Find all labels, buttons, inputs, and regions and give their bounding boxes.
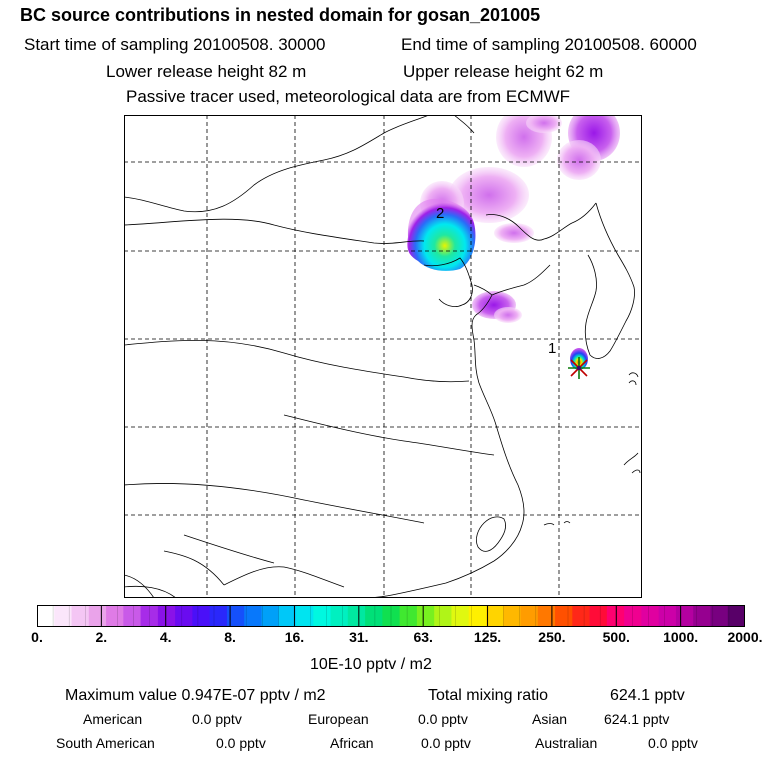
colorbar-swatch — [261, 605, 280, 627]
colorbar-swatch — [209, 605, 228, 627]
colorbar-swatch — [106, 605, 124, 627]
end-time-label: End time of sampling 20100508. 60000 — [401, 35, 697, 54]
colorbar-swatch — [416, 605, 435, 627]
colorbar-swatch — [71, 605, 90, 627]
marker-2: 2 — [436, 205, 444, 222]
colorbar-tick-label: 1000. — [663, 629, 699, 645]
colorbar-swatch — [434, 605, 453, 627]
region-value-african: 0.0 pptv — [421, 735, 471, 751]
colorbar-swatch — [675, 605, 694, 627]
colorbar-swatch — [347, 605, 366, 627]
colorbar-swatch — [296, 605, 314, 627]
upper-release-height-label: Upper release height 62 m — [403, 62, 604, 81]
colorbar-tick-label: 125. — [473, 629, 502, 645]
colorbar-swatch — [589, 605, 608, 627]
total-mixing-ratio-value: 624.1 pptv — [610, 687, 685, 704]
colorbar-swatch — [727, 605, 745, 627]
region-name-australian: Australian — [535, 735, 598, 751]
colorbar-tick-label: 4. — [159, 629, 172, 645]
region-value-european: 0.0 pptv — [418, 711, 468, 727]
colorbar-tick-label: 250. — [538, 629, 566, 645]
colorbar-tick-label: 500. — [602, 629, 630, 645]
colorbar-swatch — [278, 605, 297, 627]
colorbar-swatch — [641, 605, 660, 627]
colorbar-swatch — [88, 605, 107, 627]
marker-1: 1 — [548, 340, 556, 357]
colorbar-swatch — [54, 605, 73, 627]
colorbar-swatch — [624, 605, 642, 627]
colorbar-tick-label: 0. — [31, 629, 43, 645]
colorbar-swatch — [37, 605, 55, 627]
total-mixing-ratio-label: Total mixing ratio — [428, 687, 549, 704]
lower-release-height-label: Lower release height 82 m — [106, 62, 307, 81]
colorbar-swatch — [244, 605, 263, 627]
colorbar-tick-label: 16. — [284, 629, 305, 645]
maximum-value: Maximum value 0.947E-07 pptv / m2 — [65, 687, 326, 704]
colorbar-swatch — [140, 605, 159, 627]
colorbar-swatch — [572, 605, 591, 627]
tracer-note: Passive tracer used, meteorological data… — [126, 87, 571, 106]
colorbar-swatch — [157, 605, 176, 627]
start-time-label: Start time of sampling 20100508. 30000 — [24, 35, 326, 54]
colorbar-swatch — [537, 605, 556, 627]
colorbar-swatch — [175, 605, 194, 627]
colorbar-swatch — [192, 605, 211, 627]
colorbar-units: 10E-10 pptv / m2 — [310, 656, 432, 673]
region-name-african: African — [330, 735, 374, 751]
region-name-south-american: South American — [56, 735, 155, 751]
colorbar-tick-label: 2. — [95, 629, 108, 645]
colorbar-swatch — [330, 605, 349, 627]
region-name-american: American — [83, 711, 143, 727]
region-name-european: European — [308, 711, 369, 727]
region-value-asian: 624.1 pptv — [604, 711, 670, 727]
colorbar — [37, 605, 745, 627]
colorbar-swatch — [226, 605, 245, 627]
lat-lon-grid — [124, 115, 642, 598]
plot-title: BC source contributions in nested domain… — [20, 5, 541, 25]
receptor-star-icon — [568, 357, 590, 379]
colorbar-swatch — [313, 605, 332, 627]
colorbar-swatch — [451, 605, 470, 627]
colorbar-swatch — [658, 605, 677, 627]
colorbar-swatch — [555, 605, 573, 627]
region-value-south-american: 0.0 pptv — [216, 735, 266, 751]
colorbar-swatch — [710, 605, 729, 627]
coastlines — [124, 115, 641, 598]
region-value-american: 0.0 pptv — [192, 711, 242, 727]
colorbar-swatch — [485, 605, 504, 627]
concentration-plumes — [407, 115, 620, 370]
colorbar-tick-label: 8. — [224, 629, 236, 645]
colorbar-swatch — [468, 605, 487, 627]
colorbar-swatch — [693, 605, 712, 627]
colorbar-swatch — [382, 605, 401, 627]
colorbar-tick-label: 63. — [413, 629, 433, 645]
colorbar-swatch — [123, 605, 142, 627]
region-name-asian: Asian — [532, 711, 568, 727]
region-value-australian: 0.0 pptv — [648, 735, 698, 751]
colorbar-swatch — [503, 605, 522, 627]
colorbar-swatch — [399, 605, 418, 627]
colorbar-swatch — [520, 605, 539, 627]
colorbar-swatch — [365, 605, 383, 627]
map-panel: 1 2 — [124, 115, 642, 598]
colorbar-tick-label: 31. — [349, 629, 369, 645]
colorbar-tick-label: 2000. — [727, 629, 763, 645]
